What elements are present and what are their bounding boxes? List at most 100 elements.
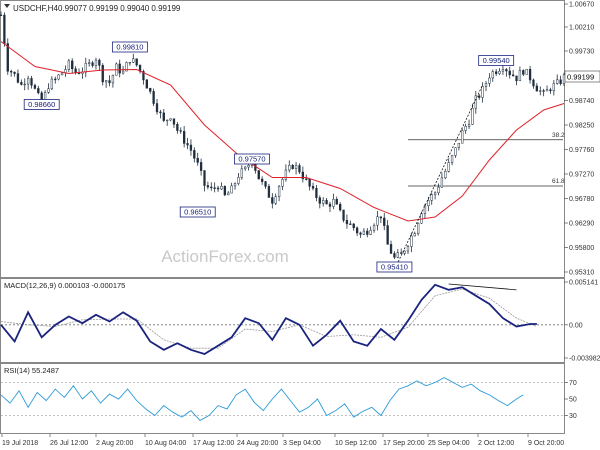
annotation-label: 0.95410	[381, 263, 408, 272]
candle-body	[522, 70, 525, 75]
candle-body	[461, 130, 464, 144]
candle-body	[495, 71, 498, 74]
candle-body	[277, 186, 281, 197]
candle-body	[274, 196, 277, 204]
price-tick-label: 0.97760	[569, 147, 594, 154]
candle-body	[77, 72, 81, 74]
candle-body	[199, 162, 203, 171]
price-tick-label: 0.97270	[569, 172, 594, 179]
candle-body	[142, 71, 145, 81]
annotation-label: 0.97570	[238, 155, 265, 164]
time-tick-label: 17 Sep 20:00	[383, 440, 425, 447]
candle-body	[149, 88, 152, 92]
candle-body	[501, 69, 505, 72]
candle-body	[0, 14, 3, 17]
candle-body	[257, 170, 260, 180]
candle-body	[396, 252, 399, 258]
candle-body	[311, 185, 315, 189]
candle-body	[423, 205, 427, 214]
candle-body	[237, 177, 240, 184]
annotation-box	[111, 41, 148, 53]
price-panel: 1.006701.002100.997300.992500.987400.982…	[0, 0, 600, 278]
price-candles	[0, 11, 566, 260]
candle-body	[88, 62, 91, 64]
time-tick-label: 24 Aug 20:00	[237, 440, 278, 447]
annotation-box	[179, 206, 216, 218]
macd-tick-label: 0.005141	[569, 280, 598, 287]
candle-body	[413, 233, 416, 237]
candle-body	[369, 229, 372, 235]
price-tick-label: 0.95310	[569, 270, 594, 277]
time-tick-label: 25 Sep 04:00	[428, 440, 470, 447]
annotation-label: 0.96510	[184, 208, 211, 217]
price-panel-border	[0, 0, 565, 278]
candle-body	[478, 95, 481, 98]
time-tick-label: 2 Oct 12:00	[478, 440, 514, 447]
candle-body	[420, 213, 423, 224]
candle-body	[233, 183, 237, 187]
candle-body	[155, 103, 159, 113]
candle-body	[437, 186, 440, 194]
candle-body	[539, 90, 542, 92]
candle-body	[440, 177, 444, 188]
candle-body	[345, 220, 349, 225]
candle-body	[315, 188, 318, 198]
macd-lines	[0, 283, 538, 355]
candle-body	[508, 70, 511, 76]
candle-body	[108, 80, 111, 84]
candle-body	[454, 147, 457, 156]
candle-body	[101, 65, 104, 83]
price-tick-label: 1.00670	[569, 2, 594, 9]
candle-body	[16, 73, 20, 83]
candle-body	[247, 164, 250, 168]
candle-body	[372, 224, 376, 231]
candle-body	[94, 59, 98, 66]
candle-body	[159, 111, 162, 114]
time-tick-label: 10 Aug 04:00	[145, 440, 186, 447]
rsi-tick-label: 70	[569, 380, 577, 387]
candle-body	[47, 88, 50, 93]
candle-body	[542, 90, 545, 92]
time-tick-label: 9 Oct 20:00	[528, 440, 564, 447]
last-price-label: 0.99199	[567, 73, 594, 82]
price-axis: 1.006701.002100.997300.992500.987400.982…	[564, 2, 594, 277]
candle-body	[172, 118, 176, 125]
candle-body	[342, 209, 345, 221]
macd-tick-label: -0.003982	[569, 356, 600, 363]
annotation-box	[478, 55, 515, 66]
annotation-box	[376, 261, 413, 273]
time-tick-label: 2 Aug 20:00	[96, 440, 133, 447]
candle-body	[104, 80, 108, 83]
candle-body	[393, 253, 396, 258]
candle-body	[549, 89, 552, 92]
time-axis: 19 Jul 2018 26 Jul 12:00 2 Aug 20:00 10 Aug…	[1, 434, 564, 447]
candle-body	[450, 155, 454, 163]
candle-body	[410, 235, 413, 247]
candle-body	[227, 192, 230, 196]
candle-body	[403, 250, 406, 254]
candle-body	[291, 164, 294, 169]
candle-body	[488, 77, 491, 84]
time-tick-label: 26 Jul 12:00	[50, 440, 88, 447]
candle-body	[216, 187, 220, 190]
candle-body	[284, 169, 288, 180]
candle-body	[515, 75, 518, 82]
candle-body	[210, 186, 213, 189]
candle-body	[386, 225, 389, 245]
candle-body	[417, 222, 420, 234]
candle-body	[355, 227, 359, 234]
fib-label: 61.8	[552, 178, 565, 185]
price-tick-label: 1.00210	[569, 25, 594, 32]
candle-body	[261, 178, 264, 182]
rsi-label: RSI(14) 55.2487	[4, 366, 59, 375]
price-tick-label: 0.99730	[569, 49, 594, 56]
candle-body	[498, 70, 501, 74]
rsi-line	[0, 377, 524, 421]
candle-body	[230, 185, 233, 194]
candle-body	[518, 70, 522, 82]
macd-tick-label: 0.00	[569, 322, 583, 329]
price-tick-label: 0.96780	[569, 196, 594, 203]
candle-body	[223, 186, 226, 196]
moving-average	[0, 41, 565, 222]
candle-body	[121, 70, 125, 74]
